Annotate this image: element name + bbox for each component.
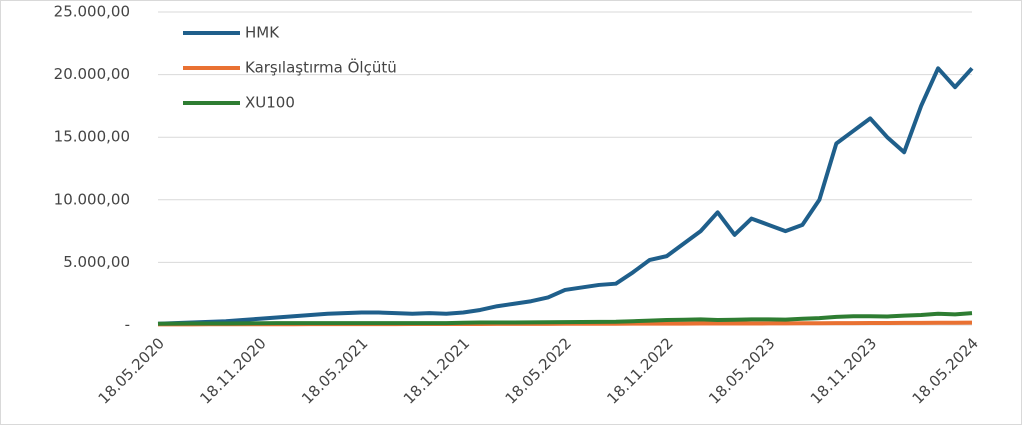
y-tick-label: - (125, 316, 130, 334)
y-tick-label: 10.000,00 (54, 190, 130, 208)
y-tick-label: 15.000,00 (54, 128, 130, 146)
line-series (157, 66, 974, 326)
y-tick-label: 20.000,00 (54, 65, 130, 83)
legend-label: Karşılaştırma Ölçütü (245, 58, 397, 77)
legend-label: HMK (245, 24, 280, 42)
y-tick-label: 25.000,00 (54, 3, 130, 21)
y-tick-label: 5.000,00 (63, 253, 130, 271)
legend-label: XU100 (245, 94, 295, 112)
line-series (157, 311, 973, 326)
